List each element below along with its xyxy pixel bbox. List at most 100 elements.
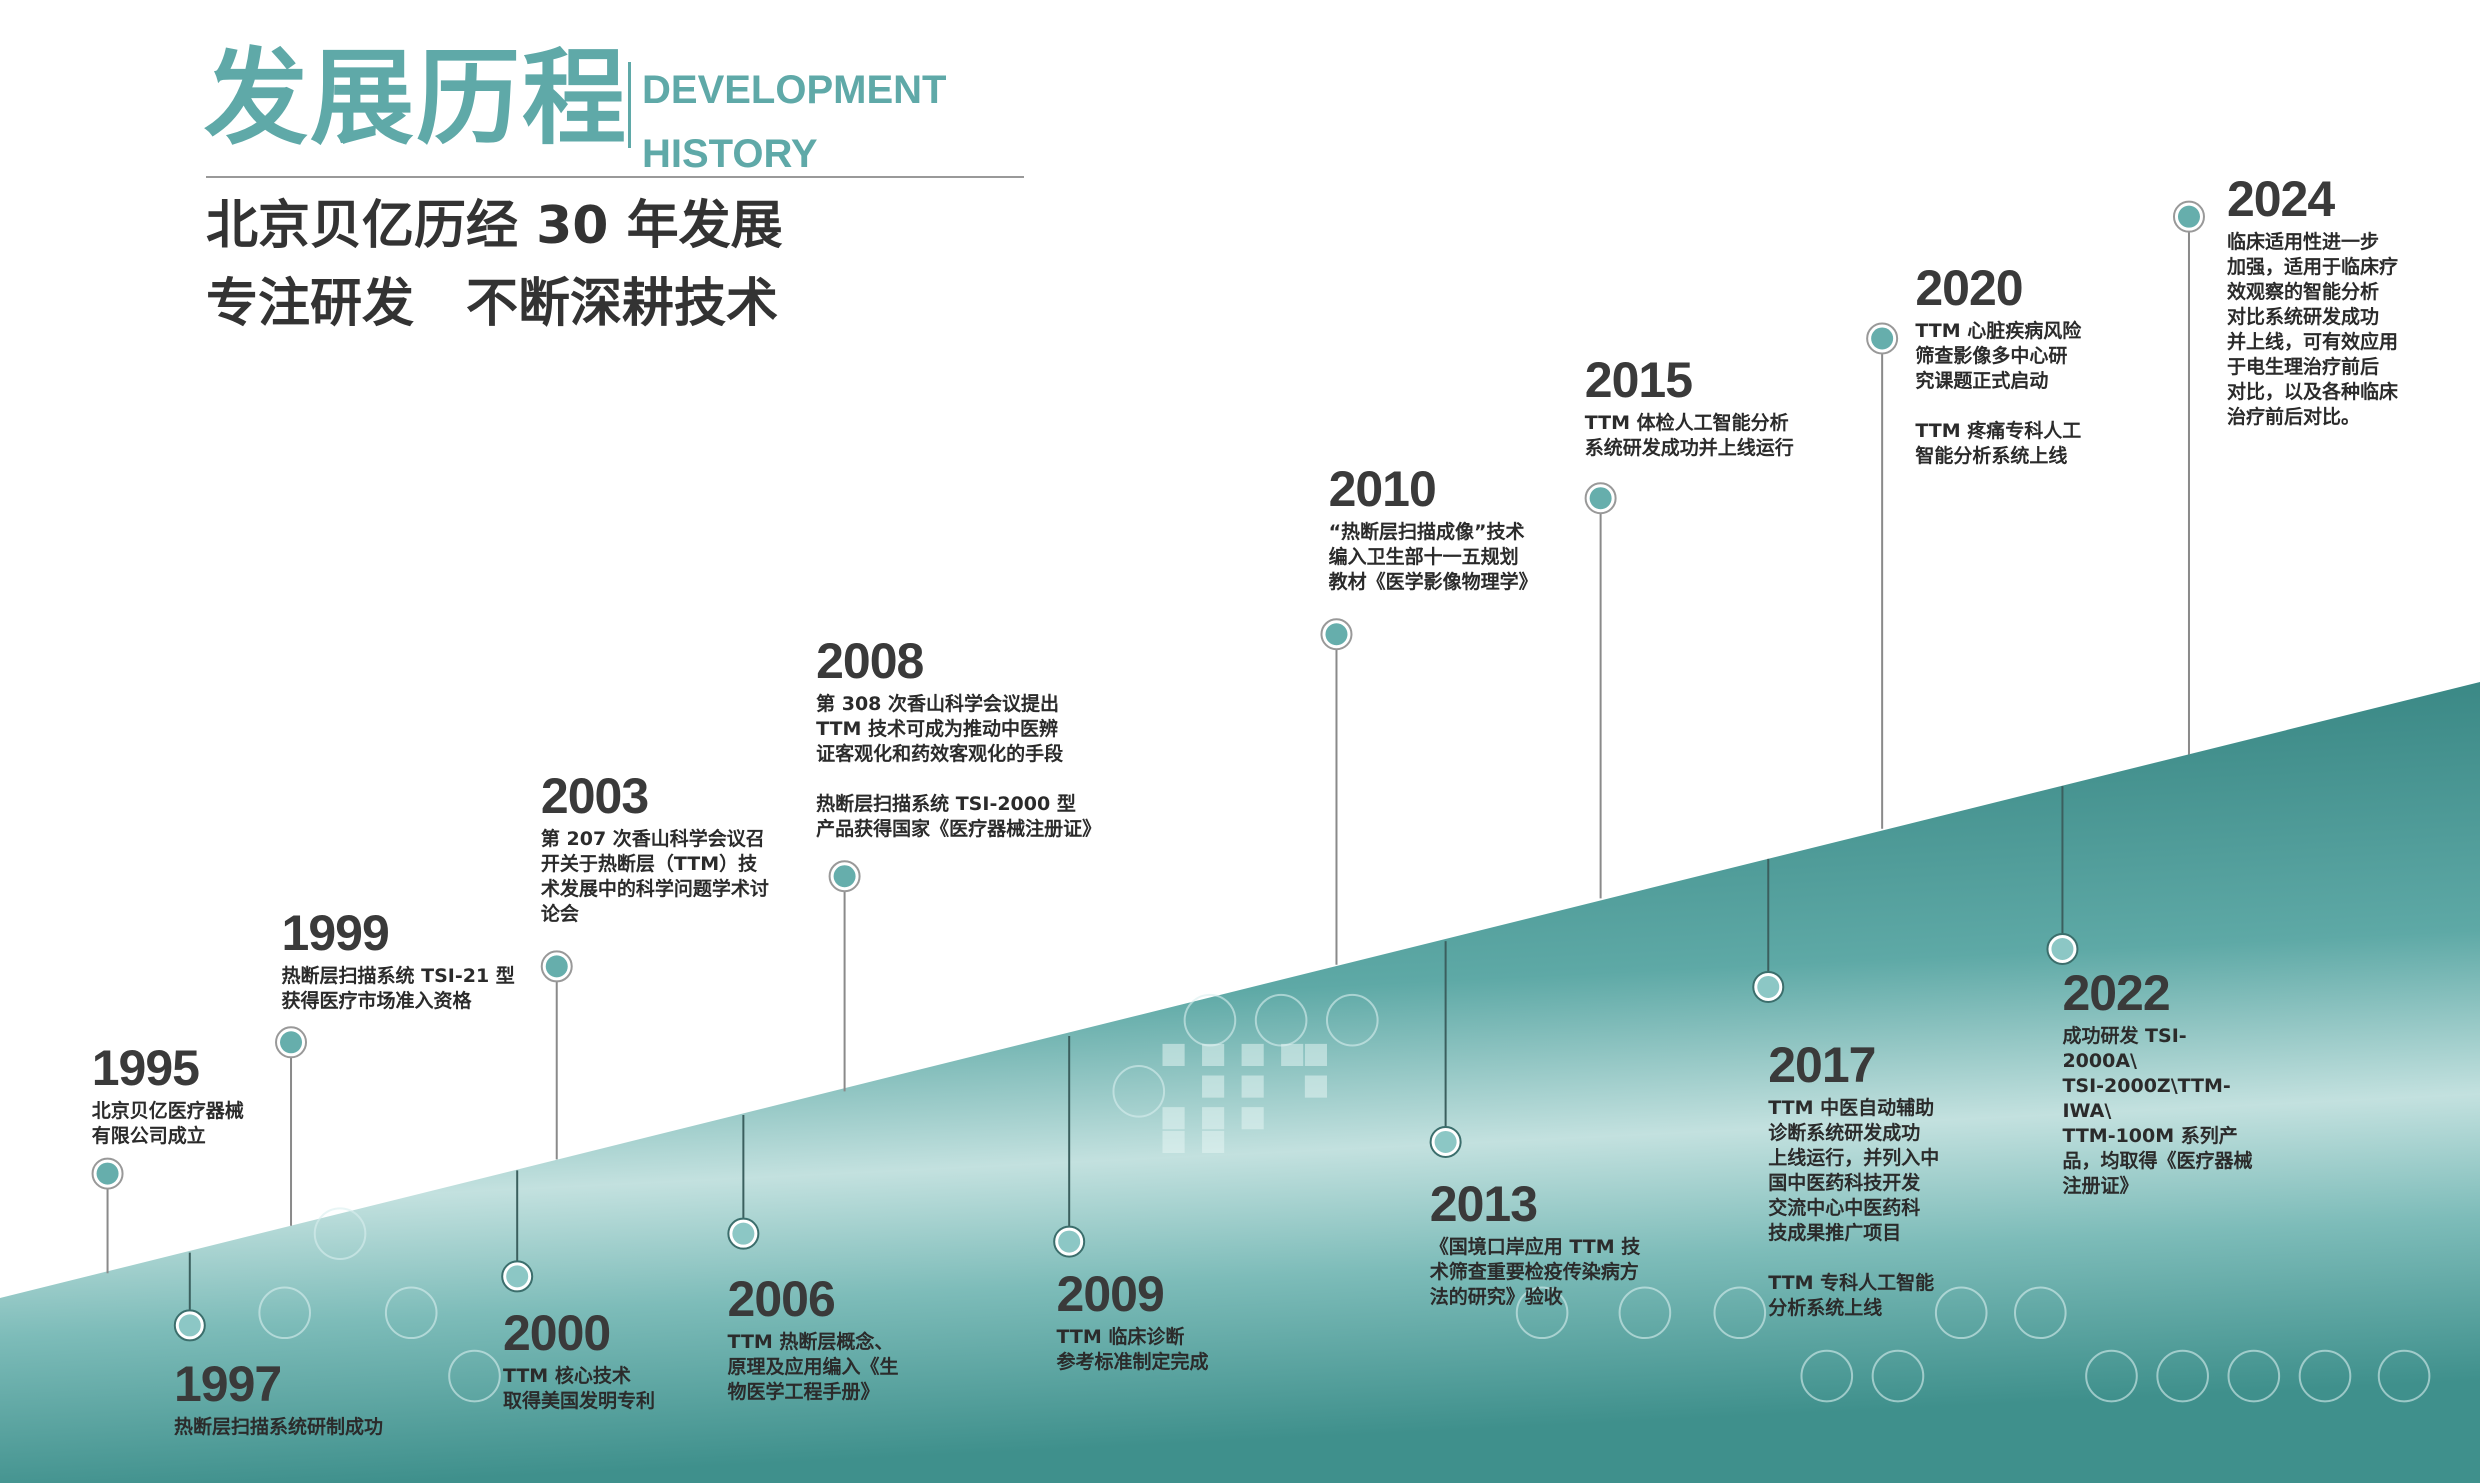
decorative-circle: [1713, 1286, 1767, 1340]
decorative-circle: [1934, 1286, 1988, 1340]
timeline-event-2000: 2000 TTM 核心技术 取得美国发明专利: [503, 1306, 655, 1414]
event-line: 智能分析系统上线: [1915, 444, 2068, 467]
decorative-square: [1162, 1107, 1185, 1130]
event-line: 物医学工程手册》: [727, 1380, 880, 1403]
event-line: 编入卫生部十一五规划: [1328, 545, 1519, 568]
decorative-circle: [384, 1286, 438, 1340]
event-year: 1999: [281, 905, 390, 962]
event-paragraph: TTM 核心技术 取得美国发明专利: [503, 1364, 655, 1414]
event-line: 法的研究》验收: [1429, 1285, 1563, 1308]
event-paragraph: TTM 中医自动辅助 诊断系统研发成功 上线运行，并列入中 国中医药科技开发 交流中心中…: [1768, 1096, 1939, 1246]
decorative-square: [1281, 1043, 1304, 1067]
event-year: 2022: [2062, 965, 2170, 1022]
event-line: 有限公司成立: [91, 1124, 206, 1147]
event-line: 分析系统上线: [1768, 1296, 1883, 1319]
event-description: 《国境口岸应用 TTM 技术筛查重要检疫传染病方 法的研究》验收: [1430, 1235, 1641, 1310]
event-line: 对比系统研发成功: [2226, 306, 2379, 329]
timeline-event-2024: 2024 临床适用性进一步 加强，适用于临床疗 效观察的智能分析 对比系统研发成功 并上线…: [2227, 172, 2398, 430]
event-year: 2008: [816, 633, 924, 690]
event-line: 获得医疗市场准入资格: [281, 990, 472, 1013]
timeline-event-1999: 1999 热断层扫描系统 TSI-21 型获得医疗市场准入资格: [282, 906, 515, 1014]
decorative-square: [1241, 1043, 1264, 1067]
event-line: 热断层扫描系统 TSI-21 型: [281, 965, 515, 988]
event-line: “热断层扫描成像”技术: [1328, 520, 1525, 543]
timeline-event-2013: 2013 《国境口岸应用 TTM 技术筛查重要检疫传染病方 法的研究》验收: [1430, 1177, 1641, 1310]
event-line: 效观察的智能分析: [2226, 281, 2379, 304]
subtitle-line1: 北京贝亿历经 30 年发展: [206, 196, 783, 256]
event-description: “热断层扫描成像”技术 编入卫生部十一五规划 教材《医学影像物理学》: [1329, 520, 1538, 595]
event-line: TTM 核心技术: [502, 1365, 631, 1388]
timeline-dot: [732, 1222, 755, 1245]
event-line: 技成果推广项目: [1768, 1221, 1902, 1244]
event-description: 临床适用性进一步 加强，适用于临床疗 效观察的智能分析 对比系统研发成功 并上线，可有效…: [2227, 230, 2398, 430]
event-line: 于电生理治疗前后: [2226, 356, 2379, 379]
event-line: 原理及应用编入《生: [727, 1355, 899, 1378]
event-line: 第 308 次香山科学会议提出: [816, 693, 1060, 716]
event-year: 2003: [540, 767, 649, 824]
event-line: 对比，以及各种临床: [2226, 381, 2398, 404]
decorative-square: [1241, 1107, 1264, 1130]
timeline-event-2017: 2017 TTM 中医自动辅助 诊断系统研发成功 上线运行，并列入中 国中医药科技开发交…: [1768, 1038, 1939, 1321]
decorative-square: [1162, 1130, 1185, 1154]
timeline-dot: [1589, 487, 1612, 510]
timeline-dot: [2051, 937, 2074, 960]
event-line: 参考标准制定完成: [1056, 1350, 1209, 1373]
timeline-event-2010: 2010 “热断层扫描成像”技术 编入卫生部十一五规划 教材《医学影像物理学》: [1329, 462, 1538, 595]
decorative-square: [1241, 1075, 1264, 1098]
timeline-dot: [280, 1031, 303, 1054]
decorative-circle: [1800, 1349, 1854, 1403]
decorative-circle: [2085, 1349, 2138, 1403]
timeline-event-1995: 1995 北京贝亿医疗器械 有限公司成立: [92, 1041, 244, 1149]
timeline-dot: [833, 865, 856, 888]
decorative-circle: [2156, 1349, 2209, 1403]
event-paragraph: 北京贝亿医疗器械 有限公司成立: [92, 1099, 244, 1149]
event-line: 筛查影像多中心研: [1915, 344, 2068, 367]
event-paragraph: 热断层扫描系统研制成功: [174, 1415, 383, 1440]
event-year: 1995: [91, 1039, 200, 1096]
timeline-event-2015: 2015 TTM 体检人工智能分析 系统研发成功并上线运行: [1585, 353, 1794, 461]
event-year: 2000: [502, 1305, 611, 1362]
event-line: 取得美国发明专利: [502, 1390, 655, 1413]
decorative-square: [1162, 1043, 1185, 1067]
decorative-circle: [2298, 1349, 2352, 1403]
event-year: 2013: [1429, 1175, 1538, 1232]
event-line: 究课题正式启动: [1915, 369, 2049, 392]
decorative-circle: [448, 1349, 501, 1403]
event-line: IWA\: [2062, 1100, 2112, 1123]
decorative-circle: [258, 1286, 311, 1340]
event-line: TTM 技术可成为推动中医辨: [816, 718, 1058, 741]
timeline-dot: [1325, 623, 1348, 646]
decorative-circle: [1618, 1286, 1672, 1340]
event-line: TTM 疼痛专科人工: [1915, 419, 2082, 442]
timeline-event-2022: 2022 成功研发 TSI- 2000A\ TSI-2000Z\TTM- IWA\ TTM…: [2062, 966, 2252, 1199]
timeline-dot: [96, 1162, 119, 1185]
title-en-line1: DEVELOPMENT: [642, 68, 947, 112]
event-year: 1997: [173, 1356, 282, 1413]
event-line: 交流中心中医药科: [1768, 1196, 1921, 1219]
timeline-event-2006: 2006 TTM 热断层概念、 原理及应用编入《生 物医学工程手册》: [728, 1272, 899, 1405]
event-line: 注册证》: [2062, 1175, 2139, 1198]
event-description: 成功研发 TSI- 2000A\ TSI-2000Z\TTM- IWA\ TTM-100…: [2062, 1024, 2252, 1199]
event-line: 术发展中的科学问题学术讨: [540, 877, 769, 900]
event-description: 第 308 次香山科学会议提出 TTM 技术可成为推动中医辨 证客观化和药效客观化的…: [816, 692, 1101, 842]
timeline-band: [0, 682, 2480, 1483]
event-line: 治疗前后对比。: [2226, 406, 2360, 429]
event-year: 2024: [2226, 171, 2335, 228]
event-description: TTM 热断层概念、 原理及应用编入《生 物医学工程手册》: [728, 1330, 899, 1405]
title-divider: [628, 62, 631, 148]
event-paragraph: TTM 体检人工智能分析 系统研发成功并上线运行: [1585, 411, 1794, 461]
event-line: TSI-2000Z\TTM-: [2062, 1075, 2231, 1098]
decorative-circle: [1871, 1349, 1925, 1403]
event-line: 成功研发 TSI-: [2062, 1025, 2187, 1048]
decorative-circle: [313, 1207, 367, 1260]
event-paragraph: TTM 心脏疾病风险 筛查影像多中心研 究课题正式启动: [1915, 319, 2081, 394]
timeline-dot: [1058, 1230, 1081, 1253]
event-line: 产品获得国家《医疗器械注册证》: [816, 818, 1102, 841]
event-description: TTM 中医自动辅助 诊断系统研发成功 上线运行，并列入中 国中医药科技开发 交流中心中…: [1768, 1096, 1939, 1321]
event-paragraph: “热断层扫描成像”技术 编入卫生部十一五规划 教材《医学影像物理学》: [1329, 520, 1538, 595]
event-description: 北京贝亿医疗器械 有限公司成立: [92, 1099, 244, 1149]
decorative-square: [1202, 1075, 1225, 1098]
timeline-dot: [1871, 327, 1894, 350]
event-paragraph: TTM 专科人工智能 分析系统上线: [1768, 1271, 1939, 1321]
event-line: TTM 体检人工智能分析: [1584, 411, 1789, 434]
